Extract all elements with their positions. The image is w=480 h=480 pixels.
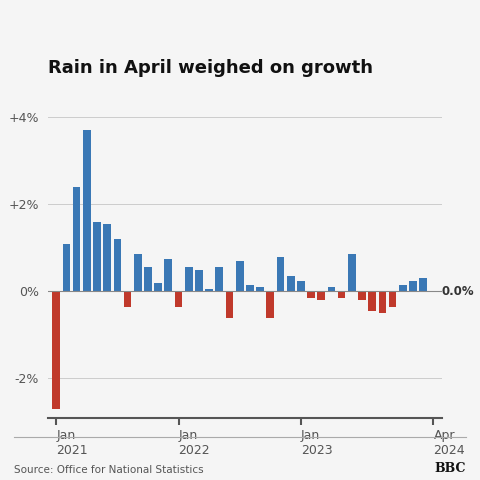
- Bar: [369, 291, 376, 311]
- Bar: [389, 291, 396, 307]
- Bar: [266, 291, 274, 317]
- Bar: [256, 287, 264, 291]
- Bar: [205, 289, 213, 291]
- Bar: [287, 276, 295, 291]
- Bar: [93, 222, 101, 291]
- Bar: [195, 270, 203, 291]
- Bar: [154, 283, 162, 291]
- Bar: [236, 261, 243, 291]
- Bar: [317, 291, 325, 300]
- Bar: [124, 291, 132, 307]
- Bar: [226, 291, 233, 317]
- Bar: [358, 291, 366, 300]
- Bar: [165, 259, 172, 291]
- Bar: [185, 267, 192, 291]
- Bar: [409, 280, 417, 291]
- Bar: [52, 291, 60, 409]
- Bar: [103, 224, 111, 291]
- Bar: [216, 267, 223, 291]
- Bar: [328, 287, 336, 291]
- Bar: [134, 254, 142, 291]
- Bar: [175, 291, 182, 307]
- Bar: [83, 131, 91, 291]
- Bar: [348, 254, 356, 291]
- Bar: [420, 278, 427, 291]
- Bar: [144, 267, 152, 291]
- Bar: [73, 187, 80, 291]
- Bar: [379, 291, 386, 313]
- Bar: [246, 285, 254, 291]
- Bar: [297, 280, 305, 291]
- Bar: [338, 291, 346, 298]
- Bar: [399, 285, 407, 291]
- Bar: [307, 291, 315, 298]
- Bar: [276, 257, 284, 291]
- Bar: [113, 239, 121, 291]
- Bar: [62, 243, 70, 291]
- Text: Rain in April weighed on growth: Rain in April weighed on growth: [48, 59, 373, 77]
- Text: 0.0%: 0.0%: [442, 285, 474, 298]
- Text: Source: Office for National Statistics: Source: Office for National Statistics: [14, 465, 204, 475]
- Text: BBC: BBC: [434, 462, 466, 475]
